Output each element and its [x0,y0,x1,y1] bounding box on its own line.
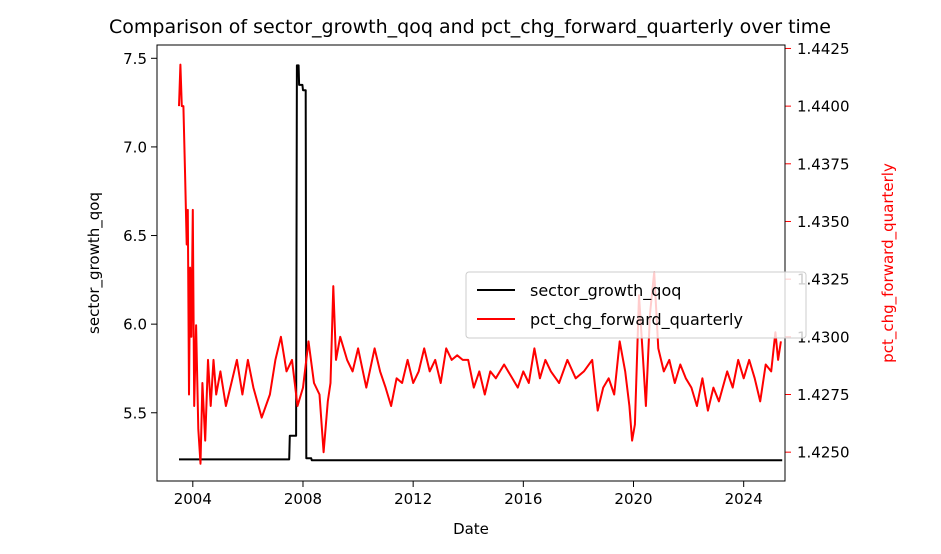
right-tick-label: 1.4300 [797,328,850,346]
series-line-0 [179,64,783,462]
left-axis-label: sector_growth_qoq [85,192,104,334]
plot-frame [156,44,786,482]
x-axis-ticks: 2004 2008 2012 2016 2020 2024 [174,481,763,508]
legend-frame [465,271,807,339]
legend-label-pct-chg: pct_chg_forward_quarterly [530,310,743,330]
x-tick-label: 2024 [725,490,763,508]
x-tick-label: 2020 [614,490,652,508]
series-line-1 [178,63,782,465]
x-tick-label: 2016 [504,490,542,508]
legend-label-sector-growth: sector_growth_qoq [530,281,681,301]
x-tick-label: 2012 [394,490,432,508]
x-axis-label: Date [453,520,489,538]
right-tick-label: 1.4275 [797,386,850,404]
right-axis-label: pct_chg_forward_quarterly [879,163,898,363]
chart-title: Comparison of sector_growth_qoq and pct_… [109,16,831,38]
left-tick-label: 7.5 [123,50,147,68]
series-layer [178,63,783,465]
left-tick-label: 6.5 [123,227,147,245]
x-tick-label: 2008 [284,490,322,508]
legend: sector_growth_qoq pct_chg_forward_quarte… [465,271,807,339]
x-tick-label: 2004 [174,490,212,508]
left-tick-label: 7.0 [123,138,147,156]
left-tick-label: 5.5 [123,404,147,422]
right-tick-label: 1.4325 [797,271,850,289]
right-tick-label: 1.4350 [797,213,850,231]
right-tick-label: 1.4425 [797,40,850,58]
left-axis-ticks: 5.5 6.0 6.5 7.0 7.5 [123,50,157,422]
right-tick-label: 1.4400 [797,98,850,116]
right-tick-label: 1.4250 [797,444,850,462]
right-axis-ticks: 1.4250 1.4275 1.4300 1.4325 1.4350 1.4375 1.44… [784,40,850,481]
left-tick-label: 6.0 [123,316,147,334]
right-tick-label: 1.4375 [797,155,850,173]
